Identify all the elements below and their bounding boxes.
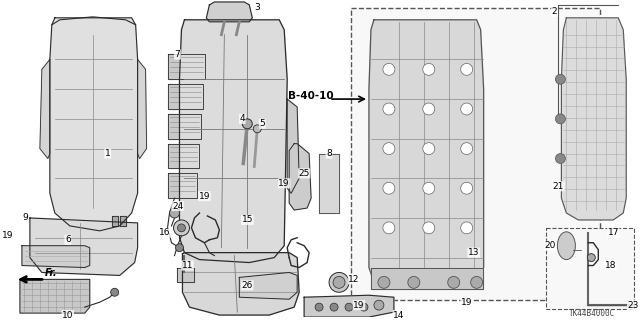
Text: 26: 26: [242, 281, 253, 290]
Circle shape: [360, 303, 368, 311]
Circle shape: [243, 119, 252, 129]
Text: 5: 5: [259, 119, 265, 128]
Text: 9: 9: [22, 213, 28, 222]
Text: TK44B4000C: TK44B4000C: [568, 309, 614, 318]
Polygon shape: [138, 60, 147, 158]
Circle shape: [383, 63, 395, 75]
Circle shape: [461, 103, 473, 115]
Polygon shape: [182, 253, 299, 315]
Bar: [351, 8, 600, 300]
Bar: [547, 228, 634, 309]
Polygon shape: [179, 20, 287, 262]
Text: Fr.: Fr.: [45, 268, 58, 278]
Polygon shape: [561, 18, 626, 220]
Text: 7: 7: [175, 50, 180, 59]
Circle shape: [461, 143, 473, 155]
Circle shape: [423, 103, 435, 115]
Text: B-40-10: B-40-10: [289, 91, 334, 101]
Text: 17: 17: [607, 228, 619, 237]
Circle shape: [423, 143, 435, 155]
Circle shape: [448, 276, 460, 288]
Text: 19: 19: [278, 179, 290, 188]
Text: 19: 19: [2, 231, 13, 240]
Circle shape: [383, 143, 395, 155]
Circle shape: [383, 222, 395, 234]
Text: 18: 18: [605, 261, 616, 270]
Text: 23: 23: [627, 301, 639, 310]
Circle shape: [329, 272, 349, 292]
Polygon shape: [287, 99, 299, 193]
Text: 2: 2: [552, 7, 557, 16]
Text: 15: 15: [241, 215, 253, 224]
Polygon shape: [30, 218, 138, 276]
Polygon shape: [168, 84, 204, 109]
Polygon shape: [371, 268, 483, 289]
Text: 4: 4: [239, 114, 245, 124]
Polygon shape: [207, 2, 252, 22]
Circle shape: [173, 220, 189, 236]
Polygon shape: [120, 216, 125, 226]
Polygon shape: [40, 60, 50, 158]
Polygon shape: [168, 114, 202, 139]
Text: 19: 19: [353, 301, 365, 310]
Circle shape: [170, 208, 179, 218]
Circle shape: [470, 276, 483, 288]
Text: 24: 24: [172, 202, 183, 211]
Circle shape: [423, 182, 435, 194]
Circle shape: [461, 63, 473, 75]
Circle shape: [383, 182, 395, 194]
Circle shape: [461, 182, 473, 194]
Circle shape: [378, 276, 390, 288]
Circle shape: [423, 222, 435, 234]
Text: 25: 25: [298, 169, 310, 178]
Circle shape: [461, 222, 473, 234]
Text: 6: 6: [65, 235, 70, 244]
Text: 11: 11: [182, 261, 193, 270]
Polygon shape: [369, 20, 484, 289]
Circle shape: [333, 276, 345, 288]
Text: 16: 16: [159, 228, 170, 237]
Circle shape: [383, 103, 395, 115]
Circle shape: [330, 303, 338, 311]
Polygon shape: [168, 54, 205, 79]
Polygon shape: [319, 154, 339, 213]
Polygon shape: [177, 268, 195, 282]
Circle shape: [315, 303, 323, 311]
Circle shape: [175, 244, 184, 252]
Circle shape: [177, 224, 186, 232]
Polygon shape: [22, 246, 90, 268]
Circle shape: [345, 303, 353, 311]
Text: 21: 21: [553, 182, 564, 191]
Text: 12: 12: [348, 275, 360, 284]
Circle shape: [588, 254, 595, 261]
Circle shape: [556, 74, 565, 84]
Polygon shape: [168, 144, 200, 168]
Text: 20: 20: [545, 241, 556, 250]
Circle shape: [408, 276, 420, 288]
Polygon shape: [239, 272, 297, 299]
Text: 1: 1: [105, 149, 111, 158]
Text: 14: 14: [393, 310, 404, 320]
Text: 8: 8: [326, 149, 332, 158]
Ellipse shape: [557, 232, 575, 260]
Circle shape: [111, 288, 118, 296]
Text: 3: 3: [254, 4, 260, 12]
Text: 19: 19: [198, 192, 210, 201]
Polygon shape: [20, 279, 90, 313]
Text: 13: 13: [468, 248, 479, 257]
Circle shape: [556, 154, 565, 164]
Polygon shape: [50, 18, 138, 231]
Circle shape: [253, 125, 261, 133]
Text: 19: 19: [461, 298, 472, 307]
Circle shape: [423, 63, 435, 75]
Polygon shape: [289, 144, 311, 210]
Circle shape: [556, 114, 565, 124]
Text: 10: 10: [62, 310, 74, 320]
Circle shape: [374, 300, 384, 310]
Polygon shape: [112, 216, 118, 226]
Polygon shape: [168, 173, 197, 198]
Polygon shape: [304, 295, 394, 317]
